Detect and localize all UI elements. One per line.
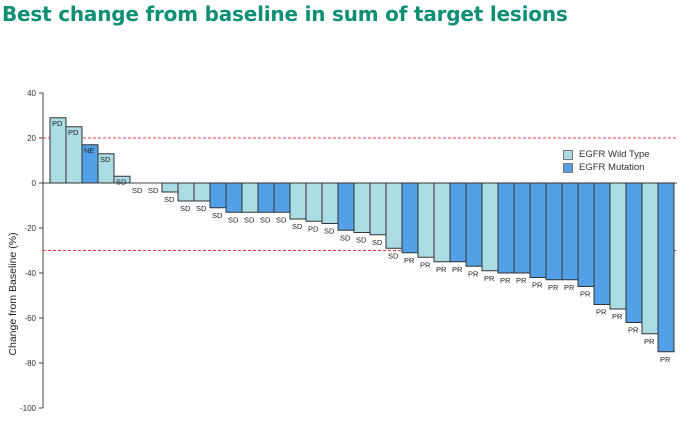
bar-label: PR: [660, 355, 671, 364]
y-tick-label: -100: [20, 404, 37, 413]
bar-label: SD: [148, 186, 159, 195]
bar: [609, 182, 627, 310]
bar: [97, 153, 115, 184]
bar: [465, 182, 483, 267]
legend-item-mutation: EGFR Mutation: [563, 161, 650, 174]
bar: [321, 182, 339, 224]
bar-label: PR: [516, 276, 527, 285]
bar-label: PR: [484, 274, 495, 283]
bar-label: SD: [372, 238, 383, 247]
bar-label: SD: [196, 204, 207, 213]
bar: [417, 182, 435, 258]
bar: [385, 182, 403, 249]
bar-label: PD: [52, 119, 63, 128]
bar-label: PR: [596, 308, 607, 317]
bar: [225, 182, 243, 213]
bar: [177, 182, 195, 202]
y-tick-label: 0: [32, 179, 37, 188]
bar-label: SD: [388, 251, 399, 260]
bar: [657, 182, 675, 353]
bar: [561, 182, 579, 281]
bar-label: SD: [292, 222, 303, 231]
bar-label: PR: [548, 283, 559, 292]
bar: [209, 182, 227, 209]
bar: [369, 182, 387, 236]
bar-label: PR: [404, 256, 415, 265]
bar-label: SD: [116, 177, 127, 186]
bar-label: SD: [340, 233, 351, 242]
legend: EGFR Wild Type EGFR Mutation: [563, 148, 650, 174]
bar: [449, 182, 467, 263]
bar: [257, 182, 275, 213]
legend-label-wild-type: EGFR Wild Type: [579, 149, 650, 160]
bar: [641, 182, 659, 335]
bar: [353, 182, 371, 233]
waterfall-chart: 40 20 0 -20 -40 -60 -80 -100 PD PD NE SD SD SD SD SD SD S…: [20, 89, 677, 413]
bar: [401, 182, 419, 254]
bar: [273, 182, 291, 213]
bar: [241, 182, 259, 213]
bar: [161, 182, 179, 193]
bar-label: SD: [228, 215, 239, 224]
bar: [305, 182, 323, 222]
bar-label: PR: [532, 281, 543, 290]
bar-label: PR: [452, 265, 463, 274]
bar: [625, 182, 643, 323]
bar: [433, 182, 451, 263]
bar: [289, 182, 307, 220]
bar: [113, 175, 131, 184]
bar-label: PR: [644, 337, 655, 346]
bar-label: SD: [324, 227, 335, 236]
bar-label: SD: [100, 155, 111, 164]
bar: [337, 182, 355, 231]
bar-label: PR: [612, 312, 623, 321]
bar-label: PR: [436, 265, 447, 274]
bar: [545, 182, 563, 281]
y-axis-label: Change from Baseline (%): [7, 232, 19, 356]
bar-label: SD: [132, 186, 143, 195]
legend-item-wild-type: EGFR Wild Type: [563, 148, 650, 161]
bar-label: SD: [180, 204, 191, 213]
legend-label-mutation: EGFR Mutation: [579, 162, 645, 173]
bar-label: SD: [212, 211, 223, 220]
bar-label: PR: [468, 269, 479, 278]
legend-swatch-wild-type: [563, 149, 573, 160]
bar: [513, 182, 531, 274]
bar-label: SD: [164, 195, 175, 204]
bar-label: NE: [84, 146, 94, 155]
y-tick-label: -60: [24, 314, 36, 323]
bar-label: PD: [68, 128, 79, 137]
y-tick-label: -20: [24, 224, 36, 233]
bar-label: PR: [628, 326, 639, 335]
bar-label: PD: [308, 224, 319, 233]
y-tick-label: -80: [24, 359, 36, 368]
page-title: Best change from baseline in sum of targ…: [2, 2, 568, 26]
bar: [593, 182, 611, 305]
legend-swatch-mutation: [563, 162, 573, 173]
bar-label: PR: [420, 260, 431, 269]
y-tick-label: 20: [27, 134, 36, 143]
bar-label: PR: [580, 290, 591, 299]
y-tick-label: 40: [27, 89, 36, 98]
chart-panel: 40 20 0 -20 -40 -60 -80 -100 PD PD NE SD SD SD SD SD SD S…: [0, 40, 700, 431]
bar: [481, 182, 499, 272]
bar: [529, 182, 547, 278]
bar-label: SD: [356, 236, 367, 245]
bar-label: SD: [244, 215, 255, 224]
y-tick-label: -40: [24, 269, 36, 278]
bar-label: SD: [260, 215, 271, 224]
bar: [193, 182, 211, 202]
bar-label: PR: [564, 283, 575, 292]
bar-label: SD: [276, 215, 287, 224]
bar: [497, 182, 515, 274]
bar-label: PR: [500, 276, 511, 285]
bar: [577, 182, 595, 287]
